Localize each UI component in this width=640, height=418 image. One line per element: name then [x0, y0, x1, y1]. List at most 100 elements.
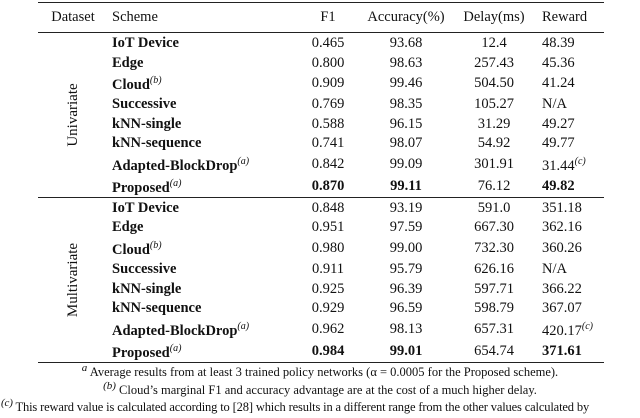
accuracy-cell: 99.09 — [389, 156, 423, 173]
header-accuracy: Accuracy(%) — [367, 9, 445, 25]
footnote-c-mark: (c) — [1, 397, 13, 409]
reward-cell: 362.16 — [542, 219, 582, 236]
accuracy-cell: 96.39 — [389, 280, 423, 297]
header-row: Dataset Scheme F1 Accuracy(%) Delay(ms) … — [38, 2, 604, 33]
f1-cell: 0.465 — [311, 34, 345, 51]
f1-cell: 0.769 — [311, 96, 345, 113]
footnote-marker: (a) — [237, 156, 250, 168]
footnote-marker: (c) — [581, 321, 593, 333]
scheme-cell: kNN-single — [112, 280, 182, 297]
footnote-marker: (a) — [169, 343, 182, 355]
f1-cell: 0.929 — [311, 300, 345, 317]
reward-cell: 360.26 — [542, 240, 582, 257]
footnote-b: (b) Cloud’s marginal F1 and accuracy adv… — [103, 379, 537, 397]
table-row: Edge 0.800 98.63 257.43 45.36 — [38, 53, 604, 73]
table-row: Adapted-BlockDrop(a) 0.842 99.09 301.91 31.4… — [38, 153, 604, 175]
dataset-cell: Multivariate — [38, 197, 108, 362]
table-row: Successive 0.769 98.35 105.27 N/A — [38, 94, 604, 114]
accuracy-cell: 98.63 — [389, 54, 423, 71]
reward-cell: 351.18 — [542, 199, 582, 216]
results-table: Dataset Scheme F1 Accuracy(%) Delay(ms) … — [38, 2, 604, 363]
delay-cell: 591.0 — [477, 199, 511, 216]
f1-cell: 0.741 — [311, 135, 345, 152]
table-row: Edge 0.951 97.59 667.30 362.16 — [38, 218, 604, 238]
accuracy-cell: 99.11 — [390, 178, 422, 194]
footnote-c: (c) This reward value is calculated acco… — [1, 397, 590, 415]
accuracy-cell: 93.19 — [389, 199, 423, 216]
dataset-label: Univariate — [65, 83, 81, 147]
reward-cell: N/A — [542, 260, 567, 277]
reward-cell: 48.39 — [542, 34, 575, 51]
footnote-marker: (b) — [149, 75, 162, 87]
reward-cell: N/A — [542, 96, 567, 113]
reward-cell: 366.22 — [542, 280, 582, 297]
reward-cell: 49.82 — [542, 178, 575, 194]
group-multivariate: Multivariate IoT Device 0.848 93.19 591.0 351… — [38, 197, 604, 363]
reward-cell: 31.44(c) — [542, 156, 586, 175]
scheme-cell: Successive — [112, 260, 177, 277]
table-row: Cloud(b) 0.909 99.46 504.50 41.24 — [38, 72, 604, 94]
header-dataset: Dataset — [51, 9, 95, 25]
delay-cell: 54.92 — [477, 135, 511, 152]
header-reward: Reward — [542, 9, 588, 25]
table-row: Multivariate IoT Device 0.848 93.19 591.0 351… — [38, 197, 604, 317]
scheme-cell: IoT Device — [112, 199, 179, 216]
delay-cell: 657.31 — [474, 321, 514, 338]
f1-cell: 0.870 — [311, 178, 345, 194]
f1-cell: 0.984 — [311, 342, 345, 359]
delay-cell: 626.16 — [474, 260, 514, 277]
delay-cell: 504.50 — [474, 75, 514, 92]
accuracy-cell: 95.79 — [389, 260, 423, 277]
table-row: kNN-sequence 0.929 96.59 598.79 367.07 — [38, 299, 604, 319]
f1-cell: 0.962 — [311, 321, 345, 338]
footnote-a: a Average results from at least 3 traine… — [81, 362, 559, 380]
table-row: Cloud(b) 0.980 99.00 732.30 360.26 — [38, 237, 604, 259]
scheme-cell: IoT Device — [112, 34, 179, 51]
header-delay: Delay(ms) — [463, 9, 525, 25]
f1-cell: 0.911 — [311, 260, 345, 277]
table-row: Proposed(a) 0.984 99.01 654.74 371.61 — [38, 340, 604, 362]
delay-cell: 667.30 — [474, 219, 514, 236]
dataset-cell: Univariate — [38, 33, 108, 198]
scheme-cell: Proposed(a) — [112, 343, 182, 361]
accuracy-cell: 98.35 — [389, 96, 423, 113]
header-f1: F1 — [320, 9, 336, 25]
dataset-label: Multivariate — [65, 242, 81, 317]
table-row: Successive 0.911 95.79 626.16 N/A — [38, 259, 604, 279]
table-row: kNN-single 0.588 96.15 31.29 49.27 — [38, 114, 604, 134]
reward-cell: 45.36 — [542, 54, 575, 71]
reward-cell: 49.77 — [542, 135, 575, 152]
delay-cell: 76.12 — [477, 178, 511, 194]
header-scheme: Scheme — [112, 9, 158, 25]
delay-cell: 105.27 — [474, 96, 514, 113]
f1-cell: 0.951 — [311, 219, 345, 236]
scheme-cell: Edge — [112, 54, 144, 71]
footnote-marker: (a) — [169, 178, 182, 190]
delay-cell: 301.91 — [474, 156, 514, 173]
delay-cell: 597.71 — [474, 280, 514, 297]
accuracy-cell: 96.15 — [389, 115, 423, 132]
accuracy-cell: 99.00 — [389, 240, 423, 257]
scheme-cell: Proposed(a) — [112, 178, 182, 196]
reward-cell: 367.07 — [542, 300, 582, 317]
accuracy-cell: 98.07 — [389, 135, 423, 152]
delay-cell: 257.43 — [474, 54, 514, 71]
accuracy-cell: 98.13 — [389, 321, 423, 338]
f1-cell: 0.842 — [311, 156, 345, 173]
reward-cell: 41.24 — [542, 75, 575, 92]
scheme-cell: kNN-sequence — [112, 135, 202, 152]
f1-cell: 0.909 — [311, 75, 345, 92]
accuracy-cell: 99.46 — [389, 75, 423, 92]
footnote-marker: (a) — [237, 321, 250, 333]
delay-cell: 598.79 — [474, 300, 514, 317]
scheme-cell: Adapted-BlockDrop(a) — [112, 321, 250, 340]
delay-cell: 732.30 — [474, 240, 514, 257]
reward-cell: 420.17(c) — [542, 321, 593, 340]
f1-cell: 0.848 — [311, 199, 345, 216]
scheme-cell: Edge — [112, 219, 144, 236]
f1-cell: 0.588 — [311, 115, 345, 132]
f1-cell: 0.800 — [311, 54, 345, 71]
footnotes: a Average results from at least 3 traine… — [0, 360, 640, 415]
accuracy-cell: 93.68 — [389, 34, 423, 51]
accuracy-cell: 99.01 — [389, 342, 423, 359]
